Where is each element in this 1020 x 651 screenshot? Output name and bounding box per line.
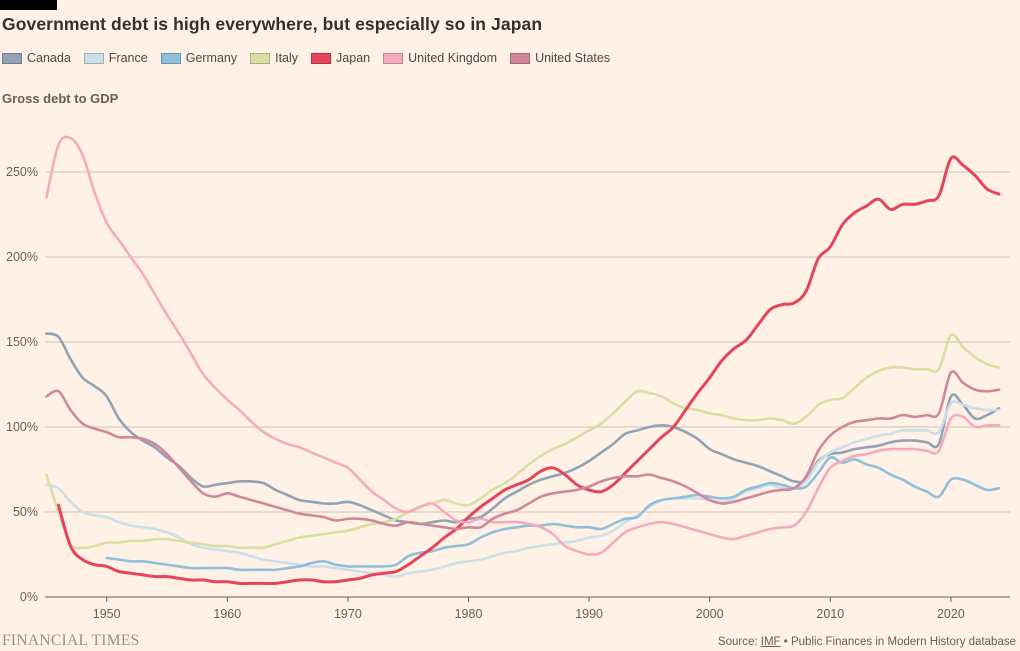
legend-item-france: France bbox=[83, 51, 148, 65]
series-line-italy bbox=[45, 333, 1001, 550]
legend-label: United States bbox=[535, 51, 611, 65]
series-line-united-kingdom bbox=[45, 135, 1001, 556]
legend-swatch bbox=[250, 52, 271, 64]
source-prefix: Source: bbox=[717, 636, 761, 648]
legend-label: Italy bbox=[275, 51, 299, 65]
x-axis-tick-label: 2020 bbox=[937, 607, 965, 621]
legend-item-germany: Germany bbox=[160, 51, 238, 65]
x-axis-tick-label: 1970 bbox=[334, 607, 362, 621]
legend-label: Canada bbox=[27, 51, 71, 65]
legend-item-japan: Japan bbox=[311, 51, 370, 65]
legend-swatch bbox=[2, 52, 22, 64]
chart-subtitle: Gross debt to GDP bbox=[2, 91, 119, 106]
legend-label: France bbox=[108, 51, 148, 65]
legend-label: Germany bbox=[185, 51, 238, 65]
chart-legend: Canada France Germany Italy Japan United King… bbox=[2, 51, 623, 65]
legend-item-canada: Canada bbox=[2, 51, 71, 65]
legend-item-united-kingdom: United Kingdom bbox=[383, 51, 497, 65]
legend-label: Japan bbox=[336, 51, 371, 65]
x-axis-tick-label: 2010 bbox=[816, 607, 844, 621]
legend-swatch bbox=[510, 52, 531, 64]
legend-item-italy: Italy bbox=[250, 51, 298, 65]
x-axis-tick-label: 1980 bbox=[455, 607, 483, 621]
series-line-united-states bbox=[45, 370, 1001, 531]
source-link-imf[interactable]: IMF bbox=[760, 636, 781, 648]
source-note: Source: IMF • Public Finances in Modern … bbox=[718, 636, 1016, 648]
legend-label: United Kingdom bbox=[408, 51, 498, 65]
x-axis-tick-label: 1950 bbox=[93, 607, 121, 621]
series-line-france bbox=[45, 400, 1001, 578]
x-axis-tick-label: 1960 bbox=[213, 607, 241, 621]
x-axis-tick-label: 2000 bbox=[696, 607, 724, 621]
y-axis-tick-label: 0% bbox=[20, 590, 38, 604]
source-suffix: • Public Finances in Modern History data… bbox=[780, 636, 1016, 648]
y-axis-tick-label: 100% bbox=[6, 420, 38, 434]
ft-logo-text: FINANCIAL TIMES bbox=[2, 632, 140, 649]
legend-swatch bbox=[383, 52, 404, 64]
legend-swatch bbox=[311, 52, 332, 64]
series-line-canada bbox=[45, 332, 1001, 526]
ft-black-tab bbox=[0, 0, 57, 10]
chart-title: Government debt is high everywhere, but … bbox=[2, 14, 543, 34]
y-axis-tick-label: 200% bbox=[6, 250, 38, 264]
y-axis-tick-label: 150% bbox=[6, 335, 38, 349]
legend-item-united-states: United States bbox=[510, 51, 610, 65]
y-axis-tick-label: 250% bbox=[6, 165, 38, 179]
y-axis-tick-label: 50% bbox=[13, 505, 38, 519]
legend-swatch bbox=[160, 52, 181, 64]
series-line-germany bbox=[105, 456, 1001, 572]
x-axis-tick-label: 1990 bbox=[575, 607, 603, 621]
legend-swatch bbox=[83, 52, 104, 64]
series-line-japan bbox=[57, 155, 1001, 586]
